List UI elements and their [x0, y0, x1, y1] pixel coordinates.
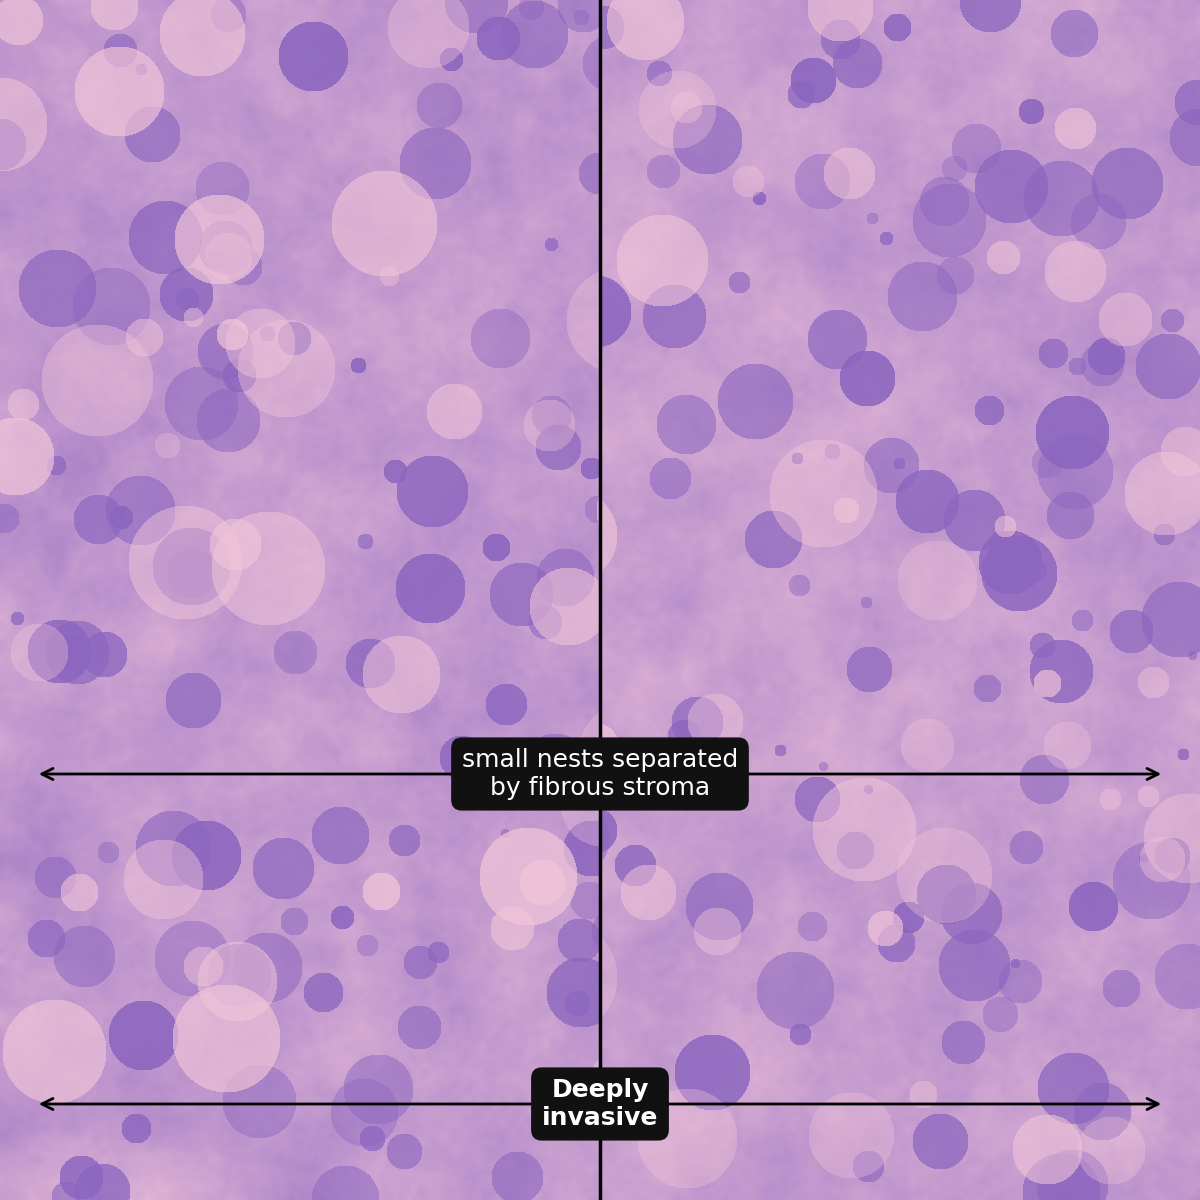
Text: small nests separated
by fibrous stroma: small nests separated by fibrous stroma [462, 748, 738, 800]
Text: Deeply
invasive: Deeply invasive [542, 1078, 658, 1130]
